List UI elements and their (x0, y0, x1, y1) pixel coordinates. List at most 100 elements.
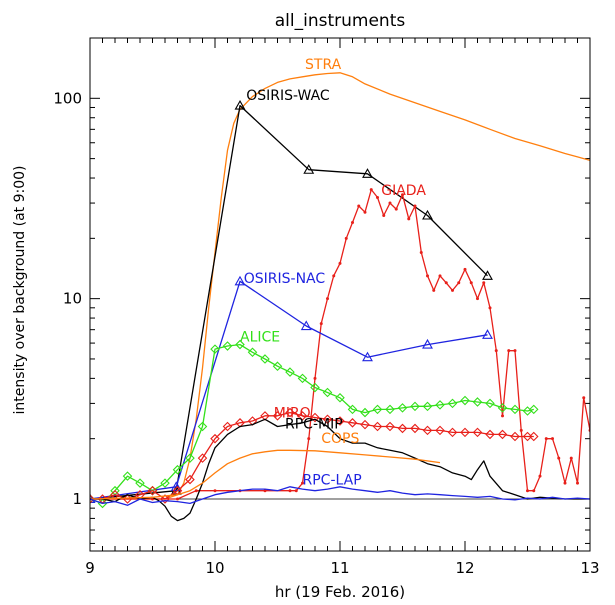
data-point (369, 188, 373, 192)
data-point (432, 288, 436, 292)
series-label-osiris-nac: OSIRIS-NAC (244, 271, 326, 287)
data-point (410, 423, 420, 434)
data-point (507, 349, 511, 353)
data-point (303, 164, 315, 174)
data-point (422, 209, 433, 220)
data-point (482, 329, 493, 339)
data-point (322, 414, 333, 425)
series-label-cops: COPS (321, 431, 359, 447)
data-point (335, 416, 345, 426)
series-line-cops (90, 449, 441, 500)
data-point (372, 404, 383, 415)
data-point (247, 347, 258, 358)
x-tick-label: 12 (455, 559, 474, 577)
series-label-rpc-lap: RPC-LAP (303, 473, 362, 489)
y-axis-label: intensity over background (at 9:00) (12, 166, 28, 415)
data-point (563, 481, 567, 485)
data-point (463, 267, 467, 271)
data-point (444, 281, 448, 285)
data-point (347, 404, 358, 415)
data-point (360, 419, 370, 430)
y-tick-label: 1 (72, 490, 82, 508)
data-point (185, 474, 195, 485)
data-point (326, 297, 329, 301)
data-point (376, 195, 379, 199)
data-point (235, 339, 245, 350)
data-point (294, 489, 298, 493)
data-point (557, 456, 561, 460)
data-point (263, 489, 267, 493)
data-point (260, 354, 270, 364)
data-point (176, 497, 179, 501)
data-point (122, 471, 133, 481)
data-point (501, 414, 504, 418)
x-tick-label: 11 (330, 559, 349, 577)
series-line-osiris-nac (90, 280, 488, 500)
data-point (528, 404, 539, 415)
data-point (447, 398, 458, 409)
data-point (435, 400, 445, 410)
series-line-alice (90, 343, 534, 505)
data-point (213, 489, 217, 493)
data-point (435, 425, 445, 436)
plot-frame (89, 37, 591, 552)
series-alice (90, 339, 539, 509)
data-point (422, 401, 433, 412)
data-point (170, 481, 182, 491)
series-line-stra (90, 72, 590, 500)
series-line-rpc-lap (90, 486, 590, 506)
series-label-alice: ALICE (240, 330, 280, 346)
series-line-miro (90, 411, 534, 500)
data-point (407, 217, 411, 221)
data-point (185, 453, 195, 463)
data-point (494, 349, 498, 353)
data-point (313, 376, 317, 380)
data-point (362, 351, 373, 362)
data-point (457, 281, 461, 285)
series-giada (90, 188, 590, 501)
data-point (510, 404, 520, 415)
data-point (482, 270, 493, 280)
data-point (385, 421, 395, 432)
data-point (210, 433, 220, 444)
data-point (544, 437, 548, 441)
data-point (485, 398, 495, 409)
series-rpc-mip (90, 418, 590, 522)
data-point (485, 429, 495, 440)
data-point (469, 281, 473, 285)
data-point (451, 288, 454, 292)
data-point (582, 396, 586, 400)
x-tick-label: 13 (580, 559, 599, 577)
data-point (401, 193, 404, 197)
series-label-giada: GIADA (381, 183, 426, 199)
data-point (135, 478, 145, 488)
data-point (438, 274, 442, 278)
data-point (372, 421, 383, 432)
data-point (360, 407, 370, 418)
data-point (210, 344, 220, 354)
data-point (526, 489, 529, 493)
data-point (310, 382, 320, 393)
data-point (194, 489, 198, 493)
data-point (460, 427, 470, 438)
series-label-osiris-wac: OSIRIS-WAC (246, 88, 330, 104)
data-point (510, 431, 520, 442)
data-point (513, 349, 517, 353)
data-point (351, 220, 354, 224)
data-point (300, 320, 312, 331)
data-point (332, 274, 336, 278)
data-point (447, 427, 458, 438)
data-point (569, 456, 573, 460)
data-point (172, 464, 183, 475)
data-point (497, 403, 508, 413)
data-point (532, 489, 536, 493)
data-point (322, 387, 333, 398)
data-point (357, 204, 361, 208)
data-point (385, 404, 395, 415)
data-point (347, 418, 358, 428)
data-point (551, 437, 554, 441)
data-point (160, 478, 170, 488)
data-point (344, 236, 348, 240)
data-point (197, 453, 208, 463)
